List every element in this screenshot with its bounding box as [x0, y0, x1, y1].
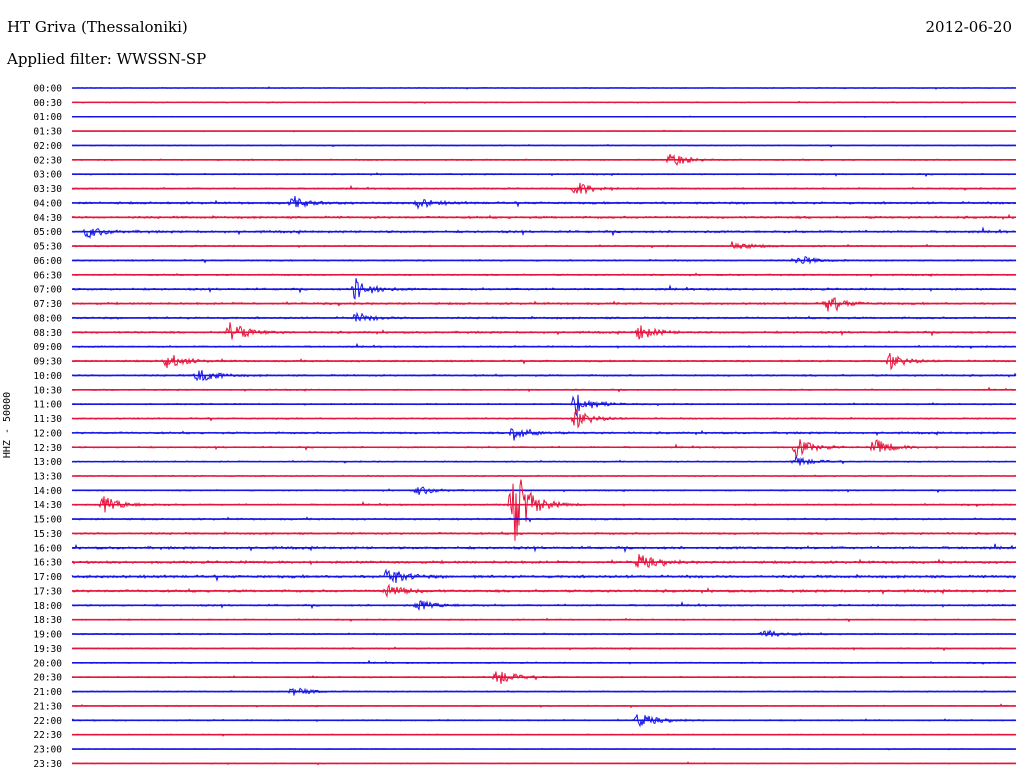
- row-time-label: 18:00: [33, 601, 62, 612]
- row-time-label: 06:00: [33, 256, 62, 267]
- row-time-label: 00:30: [33, 98, 62, 109]
- row-time-label: 14:00: [33, 486, 62, 497]
- row-time-label: 19:00: [33, 630, 62, 641]
- row-time-label: 18:30: [33, 615, 62, 626]
- row-time-label: 15:00: [33, 515, 62, 526]
- row-time-label: 01:30: [33, 127, 62, 138]
- row-time-label: 12:00: [33, 428, 62, 439]
- row-time-label: 16:00: [33, 543, 62, 554]
- row-time-label: 16:30: [33, 558, 62, 569]
- row-time-label: 22:00: [33, 716, 62, 727]
- row-time-label: 14:30: [33, 500, 62, 511]
- trace-line: [71, 428, 1017, 441]
- trace-line: [71, 322, 1017, 340]
- row-time-label: 02:00: [33, 141, 62, 152]
- row-time-label: 19:30: [33, 644, 62, 655]
- row-time-label: 11:00: [33, 400, 62, 411]
- row-time-label: 20:30: [33, 673, 62, 684]
- row-time-label: 21:00: [33, 687, 62, 698]
- row-time-label: 08:00: [33, 313, 62, 324]
- row-time-label: 10:30: [33, 385, 62, 396]
- row-time-label: 05:30: [33, 242, 62, 253]
- trace-line: [71, 297, 1017, 312]
- row-time-label: 04:00: [33, 198, 62, 209]
- filter-label: Applied filter: WWSSN-SP: [7, 50, 207, 68]
- row-time-label: 05:00: [33, 227, 62, 238]
- row-time-label: 04:30: [33, 213, 62, 224]
- trace-line: [71, 479, 1017, 541]
- trace-line: [71, 554, 1017, 568]
- row-time-label: 17:00: [33, 572, 62, 583]
- row-time-label: 12:30: [33, 443, 62, 454]
- row-time-label: 09:30: [33, 357, 62, 368]
- row-time-label: 10:00: [33, 371, 62, 382]
- row-time-label: 00:00: [33, 84, 62, 95]
- row-time-label: 17:30: [33, 586, 62, 597]
- row-time-label: 15:30: [33, 529, 62, 540]
- record-date: 2012-06-20: [925, 18, 1012, 36]
- row-time-label: 20:00: [33, 658, 62, 669]
- trace-line: [71, 226, 1017, 239]
- row-time-label: 09:00: [33, 342, 62, 353]
- row-time-label: 07:00: [33, 285, 62, 296]
- row-time-label: 03:00: [33, 170, 62, 181]
- row-time-label: 11:30: [33, 414, 62, 425]
- row-time-label: 03:30: [33, 184, 62, 195]
- row-time-label: 22:30: [33, 730, 62, 741]
- trace-line: [71, 241, 1017, 250]
- row-time-label: 02:30: [33, 155, 62, 166]
- row-time-label: 23:30: [33, 759, 62, 770]
- station-title: HT Griva (Thessaloniki): [7, 18, 188, 36]
- row-time-label: 06:30: [33, 270, 62, 281]
- row-time-label: 01:00: [33, 112, 62, 123]
- row-time-label: 13:30: [33, 471, 62, 482]
- row-time-label: 08:30: [33, 328, 62, 339]
- trace-line: [71, 394, 1017, 418]
- row-time-label: 07:30: [33, 299, 62, 310]
- row-time-label: 21:30: [33, 701, 62, 712]
- trace-line: [71, 196, 1017, 210]
- row-time-label: 23:00: [33, 745, 62, 756]
- row-time-label: 13:00: [33, 457, 62, 468]
